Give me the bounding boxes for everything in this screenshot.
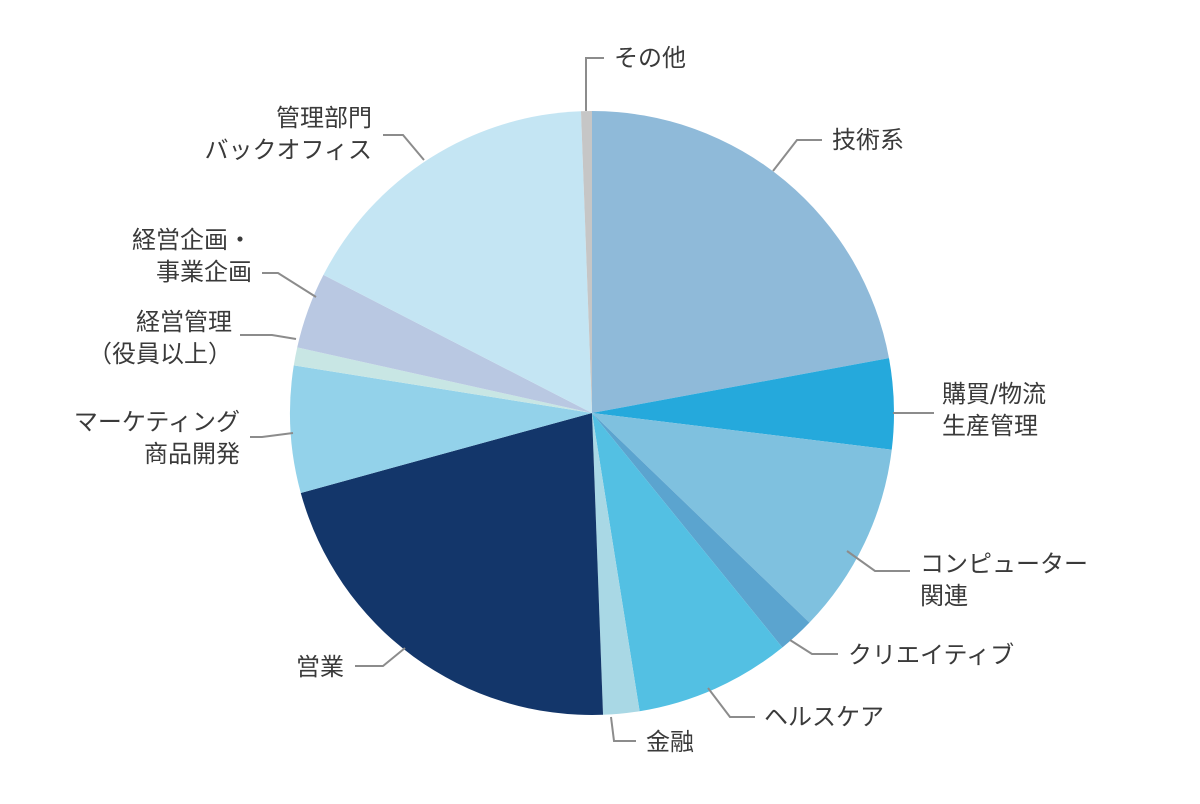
- slice-label-line: 金融: [646, 728, 694, 756]
- pie-slice-1: [592, 358, 894, 450]
- slice-label-line: 経営管理: [136, 308, 232, 336]
- leader-line-8: [240, 334, 297, 340]
- slice-label-9: 経営企画・事業企画: [132, 226, 252, 286]
- pie-slice-5: [592, 413, 640, 715]
- slice-label-line: （役員以上）: [88, 340, 232, 368]
- pie-slice-0: [592, 111, 889, 413]
- slice-label-line: 商品開発: [144, 440, 240, 468]
- leader-line-6: [355, 647, 406, 667]
- slice-label-line: 関連: [920, 582, 968, 610]
- pie-slice-3: [592, 413, 810, 648]
- leader-line-10: [383, 134, 425, 161]
- pie-slice-6: [300, 413, 604, 716]
- pie-slice-11: [580, 111, 592, 413]
- pie-slices: [290, 111, 894, 716]
- slice-label-line: 事業企画: [156, 258, 252, 286]
- slice-label-0: 技術系: [832, 126, 904, 154]
- pie-slice-4: [592, 413, 783, 712]
- leader-line-4: [707, 687, 755, 718]
- pie-slice-7: [290, 365, 592, 493]
- slice-label-line: バックオフィス: [204, 136, 372, 164]
- slice-label-line: 経営企画・: [132, 226, 252, 254]
- slice-label-line: コンピューター: [920, 550, 1088, 578]
- slice-label-line: 営業: [296, 653, 344, 681]
- slice-label-8: 経営管理 （役員以上）: [88, 308, 232, 368]
- slice-label-10: 管理部門バックオフィス: [204, 104, 372, 164]
- slice-label-line: 購買/物流: [942, 380, 1046, 408]
- leader-line-7: [250, 432, 294, 438]
- slice-label-4: ヘルスケア: [764, 703, 884, 731]
- slice-label-1: 購買/物流生産管理: [942, 380, 1046, 440]
- slice-label-2: コンピューター関連: [920, 550, 1088, 610]
- slice-label-5: 金融: [646, 728, 694, 756]
- slice-label-line: 技術系: [832, 126, 904, 154]
- leader-line-5: [610, 716, 636, 742]
- leader-line-2: [846, 550, 910, 572]
- pie-slice-2: [592, 413, 892, 623]
- slice-label-line: 管理部門: [276, 104, 372, 132]
- leader-line-0: [772, 139, 822, 172]
- leader-lines: [240, 57, 934, 742]
- slice-label-line: クリエイティブ: [848, 641, 1014, 669]
- slice-label-line: マーケティング: [74, 408, 240, 436]
- slice-label-6: 営業: [296, 653, 344, 681]
- pie-slice-9: [297, 274, 592, 413]
- pie-slice-8: [293, 347, 592, 413]
- leader-line-9: [262, 272, 317, 298]
- pie-slice-10: [323, 111, 592, 413]
- slice-label-7: マーケティング商品開発: [74, 408, 240, 468]
- slice-label-line: ヘルスケア: [764, 703, 884, 731]
- leader-line-3: [789, 639, 838, 655]
- slice-label-11: その他: [614, 44, 686, 72]
- leader-line-11: [585, 57, 604, 111]
- slice-label-line: その他: [614, 44, 686, 72]
- slice-label-3: クリエイティブ: [848, 641, 1014, 669]
- slice-label-line: 生産管理: [942, 412, 1038, 440]
